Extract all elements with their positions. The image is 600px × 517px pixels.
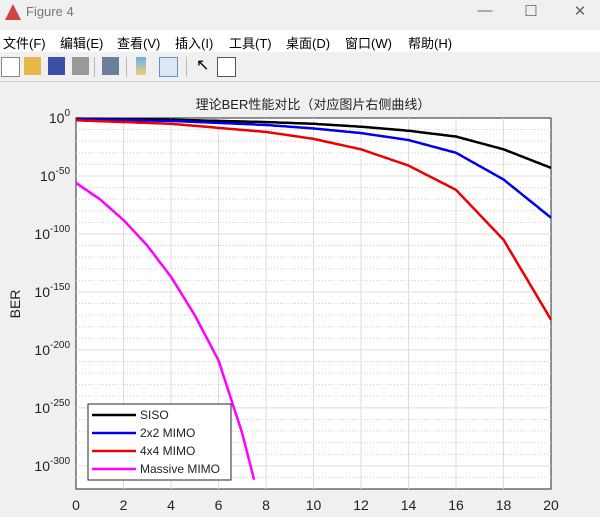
y-tick-exponent: -250 (50, 398, 70, 409)
minimize-button[interactable]: — (477, 2, 493, 19)
save-icon[interactable] (48, 57, 65, 75)
chart-title: 理论BER性能对比（对应图片右侧曲线） (196, 97, 431, 112)
x-tick-label: 10 (306, 497, 322, 513)
y-tick-label: 10-250 (34, 398, 70, 416)
y-tick-label: 10-200 (34, 340, 70, 358)
x-tick-label: 14 (401, 497, 417, 513)
menu-desktop[interactable]: 桌面(D) (286, 36, 331, 51)
y-tick-base: 10 (34, 284, 50, 300)
title-bar: Figure 4 — ☐ ✕ (0, 0, 600, 26)
x-tick-label: 16 (448, 497, 464, 513)
y-tick-base: 10 (49, 110, 65, 126)
print-preview-icon[interactable] (102, 57, 119, 75)
y-tick-label: 10-100 (34, 224, 70, 242)
print-icon[interactable] (72, 57, 89, 75)
menu-window[interactable]: 窗口(W) (345, 36, 392, 51)
y-tick-exponent: -300 (50, 456, 70, 467)
pointer-icon[interactable]: ↖ (196, 57, 210, 74)
y-tick-base: 10 (34, 458, 50, 474)
legend-label: SISO (140, 408, 169, 422)
x-tick-label: 12 (353, 497, 369, 513)
y-tick-base: 10 (34, 342, 50, 358)
y-tick-exponent: -100 (50, 224, 70, 235)
y-tick-exponent: 0 (64, 108, 70, 119)
y-tick-label: 10-150 (34, 282, 70, 300)
new-file-icon[interactable] (1, 57, 20, 77)
legend-label: Massive MIMO (140, 462, 220, 476)
legend-icon[interactable] (159, 57, 178, 77)
menu-view[interactable]: 查看(V) (117, 36, 161, 51)
y-axis-label: BER (7, 290, 23, 319)
x-tick-label: 6 (215, 497, 223, 513)
x-tick-label: 20 (543, 497, 559, 513)
menu-bar: 文件(F) 编辑(E) 查看(V) 插入(I) 工具(T) 桌面(D) 窗口(W… (0, 30, 600, 52)
maximize-button[interactable]: ☐ (524, 3, 538, 20)
open-folder-icon[interactable] (24, 57, 41, 75)
menu-tools[interactable]: 工具(T) (229, 36, 272, 51)
y-tick-base: 10 (34, 400, 50, 416)
legend-label: 2x2 MIMO (140, 426, 195, 440)
y-tick-exponent: -150 (50, 282, 70, 293)
toolbar: ↖ (0, 53, 600, 82)
property-editor-icon[interactable] (217, 57, 236, 77)
menu-file[interactable]: 文件(F) (3, 36, 46, 51)
x-tick-label: 4 (167, 497, 175, 513)
menu-insert[interactable]: 插入(I) (175, 36, 214, 51)
series-line-4x4-mimo (75, 119, 553, 321)
series-line-massive-mimo (75, 181, 256, 481)
x-tick-label: 18 (496, 497, 512, 513)
legend-box (87, 403, 232, 481)
menu-edit[interactable]: 编辑(E) (60, 36, 104, 51)
x-tick-label: 8 (262, 497, 270, 513)
y-tick-label: 10-50 (40, 166, 70, 184)
colorbar-icon[interactable] (136, 57, 146, 75)
y-tick-base: 10 (34, 226, 50, 242)
legend-label: 4x4 MIMO (140, 444, 195, 458)
y-tick-label: 10-300 (34, 456, 70, 474)
y-tick-label: 100 (49, 108, 71, 126)
y-tick-base: 10 (40, 168, 56, 184)
series-line-2x2-mimo (76, 117, 552, 219)
close-button[interactable]: ✕ (573, 3, 587, 20)
y-tick-exponent: -50 (56, 166, 71, 177)
menu-help[interactable]: 帮助(H) (408, 36, 453, 51)
x-tick-label: 0 (72, 497, 80, 513)
window-title: Figure 4 (26, 4, 74, 19)
x-tick-label: 2 (120, 497, 128, 513)
y-tick-exponent: -200 (50, 340, 70, 351)
